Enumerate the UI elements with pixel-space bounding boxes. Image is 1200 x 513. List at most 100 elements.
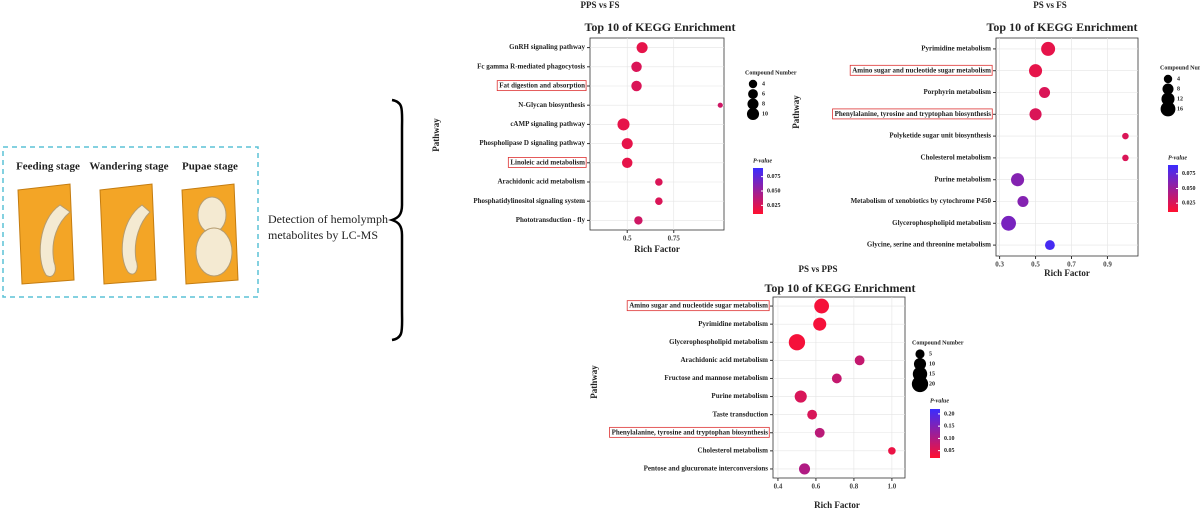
chart-subtitle: PPS vs FS (580, 0, 619, 10)
y-tick-label: Purine metabolism (934, 175, 991, 183)
bubble (1029, 108, 1042, 121)
chart-title: Top 10 of KEGG Enrichment (585, 20, 736, 34)
color-bar-label: 0.050 (1182, 186, 1196, 192)
bubble (621, 157, 633, 169)
y-tick-label: Phosphatidylinositol signaling system (473, 197, 585, 205)
x-tick-label: 0.8 (850, 483, 859, 491)
plot-area (772, 296, 906, 479)
bubble (831, 373, 842, 384)
size-legend-label: 15 (929, 371, 935, 377)
size-legend-label: 20 (929, 381, 935, 387)
bubble (655, 197, 663, 205)
bubble (854, 355, 865, 366)
y-tick-label: Phenylalanine, tyrosine and tryptophan b… (612, 428, 769, 436)
color-bar (930, 409, 940, 458)
size-legend-label: 16 (1177, 106, 1183, 112)
bubble (631, 61, 642, 73)
chart-title: Top 10 of KEGG Enrichment (987, 20, 1138, 34)
bubble (655, 178, 663, 186)
y-tick-label: Cholesterol metabolism (921, 154, 992, 162)
stage-icons (17, 183, 239, 285)
bubble (814, 298, 830, 314)
bubble (888, 447, 896, 455)
size-legend-key (911, 375, 929, 393)
y-axis-label: Pathway (791, 95, 801, 129)
x-axis-label: Rich Factor (814, 500, 860, 510)
x-tick-label: 0.4 (774, 483, 783, 491)
bubble (1001, 215, 1016, 231)
y-tick-label: Fat digestion and absorption (499, 82, 585, 90)
size-legend-key (747, 98, 759, 110)
size-legend-label: 6 (762, 91, 765, 97)
bubble (788, 334, 806, 351)
stage-label: Feeding stage (16, 161, 80, 173)
size-legend-key (913, 357, 927, 371)
x-tick-label: 0.5 (1031, 261, 1040, 269)
y-tick-label: N-Glycan biosynthesis (518, 101, 585, 109)
bubble (814, 427, 825, 438)
bubble (621, 138, 633, 150)
bubble (1039, 86, 1051, 99)
bubble (631, 80, 642, 92)
stage-label: Wandering stage (89, 161, 168, 173)
highlight-box (507, 157, 587, 168)
chart-subtitle: PS vs FS (1033, 0, 1067, 10)
y-axis-label: Pathway (431, 118, 441, 152)
highlight-box (609, 426, 770, 438)
y-tick-label: Phototransduction - fly (516, 216, 586, 224)
y-tick-label: Pentose and glucuronate interconversions (644, 465, 769, 473)
y-tick-label: Pyrimidine metabolism (921, 45, 991, 53)
bubble (1011, 173, 1025, 187)
bubble (617, 118, 630, 131)
y-tick-label: Phenylalanine, tyrosine and tryptophan b… (835, 110, 992, 118)
size-legend-key (1160, 101, 1176, 117)
bubble (636, 42, 648, 54)
y-tick-label: Polyketide sugar unit biosynthesis (889, 132, 991, 140)
color-bar-label: 0.05 (944, 448, 955, 454)
size-legend-key (1162, 83, 1174, 95)
color-bar-label: 0.025 (1182, 201, 1196, 207)
size-legend-key (746, 107, 760, 121)
y-tick-label: Fructose and mannose metabolism (664, 374, 768, 382)
bubble (1041, 41, 1056, 56)
bubble (813, 317, 827, 331)
caption: Detection of hemolymph (268, 212, 388, 226)
color-bar-label: 0.075 (767, 174, 781, 180)
x-tick-label: 0.75 (668, 235, 681, 243)
color-bar (753, 168, 763, 214)
size-legend-key (915, 349, 925, 359)
bubble (1029, 64, 1043, 78)
x-axis-label: Rich Factor (634, 244, 680, 254)
x-tick-label: 0.7 (1067, 261, 1076, 269)
x-tick-label: 0.3 (995, 261, 1004, 269)
size-legend-key (1163, 74, 1173, 84)
plot-area (995, 37, 1139, 257)
x-tick-label: 0.5 (623, 235, 632, 243)
y-tick-label: Amino sugar and nucleotide sugar metabol… (629, 302, 768, 310)
color-bar-label: 0.050 (767, 188, 781, 194)
size-legend-label: 10 (929, 361, 935, 367)
color-bar-label: 0.15 (944, 424, 955, 430)
x-tick-label: 1.0 (888, 483, 897, 491)
color-legend-title: P-value (930, 398, 949, 404)
size-legend-key (1161, 92, 1175, 106)
y-tick-label: Phospholipase D signaling pathway (479, 139, 585, 147)
y-tick-label: Glycerophospholipid metabolism (892, 219, 991, 227)
x-axis-label: Rich Factor (1044, 268, 1090, 278)
dashed-box (2, 146, 259, 298)
caption: metabolites by LC-MS (268, 228, 378, 242)
color-bar-label: 0.20 (944, 411, 955, 417)
bubble (1017, 195, 1029, 208)
color-bar-label: 0.075 (1182, 171, 1196, 177)
y-tick-label: Glycerophospholipid metabolism (669, 338, 768, 346)
x-tick-label: 0.6 (812, 483, 821, 491)
y-tick-label: GnRH signaling pathway (509, 43, 585, 51)
bubble (634, 216, 643, 225)
size-legend-label: 5 (929, 351, 932, 357)
color-bar-label: 0.10 (944, 436, 955, 442)
size-legend-label: 4 (762, 81, 765, 87)
size-legend-label: 4 (1177, 76, 1180, 82)
y-tick-label: Fc gamma R-mediated phagocytosis (477, 62, 585, 70)
stage-panel: Feeding stage Wandering stage Pupae stag… (2, 146, 259, 298)
